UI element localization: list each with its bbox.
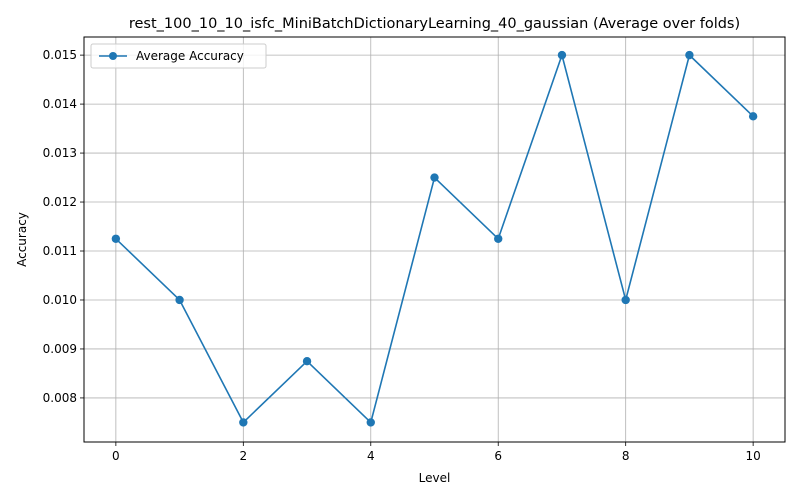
y-tick-label: 0.013 xyxy=(43,146,77,160)
data-point xyxy=(748,112,758,121)
y-tick-label: 0.008 xyxy=(43,391,77,405)
legend-box xyxy=(90,43,267,69)
y-tick-label: 0.015 xyxy=(43,48,77,62)
data-point xyxy=(621,295,630,305)
grid xyxy=(84,37,785,442)
data-point xyxy=(557,50,567,60)
data-point xyxy=(494,234,503,243)
data-point xyxy=(239,418,248,427)
data-point xyxy=(366,418,375,427)
data-point xyxy=(175,295,184,305)
y-axis-label: Accuracy xyxy=(15,212,29,267)
plot-frame xyxy=(83,36,786,443)
x-tick-label: 10 xyxy=(745,449,760,463)
y-tick-label: 0.012 xyxy=(43,195,77,209)
x-axis-label: Level xyxy=(419,471,451,485)
x-tick-label: 4 xyxy=(367,449,375,463)
x-tick-label: 2 xyxy=(239,449,247,463)
chart-title: rest_100_10_10_isfc_MiniBatchDictionaryL… xyxy=(129,16,740,32)
series-layer xyxy=(111,50,758,427)
legend: Average Accuracy xyxy=(90,43,267,69)
y-tick-label: 0.014 xyxy=(43,97,77,111)
legend-entry-label: Average Accuracy xyxy=(136,49,244,63)
x-tick-label: 0 xyxy=(112,449,120,463)
x-tick-label: 6 xyxy=(494,449,502,463)
y-tick-label: 0.010 xyxy=(43,293,77,307)
data-point xyxy=(430,173,439,182)
y-tick-label: 0.009 xyxy=(43,342,77,356)
ticks: 0 2 4 6 8 10 0.008 0.009 0.010 0.011 0.012 0.013 0.0… xyxy=(43,48,761,463)
y-tick-label: 0.011 xyxy=(43,244,77,258)
legend-marker xyxy=(109,52,117,60)
data-point xyxy=(302,356,312,366)
x-tick-label: 8 xyxy=(622,449,630,463)
data-point xyxy=(685,50,694,60)
data-point xyxy=(111,234,121,243)
